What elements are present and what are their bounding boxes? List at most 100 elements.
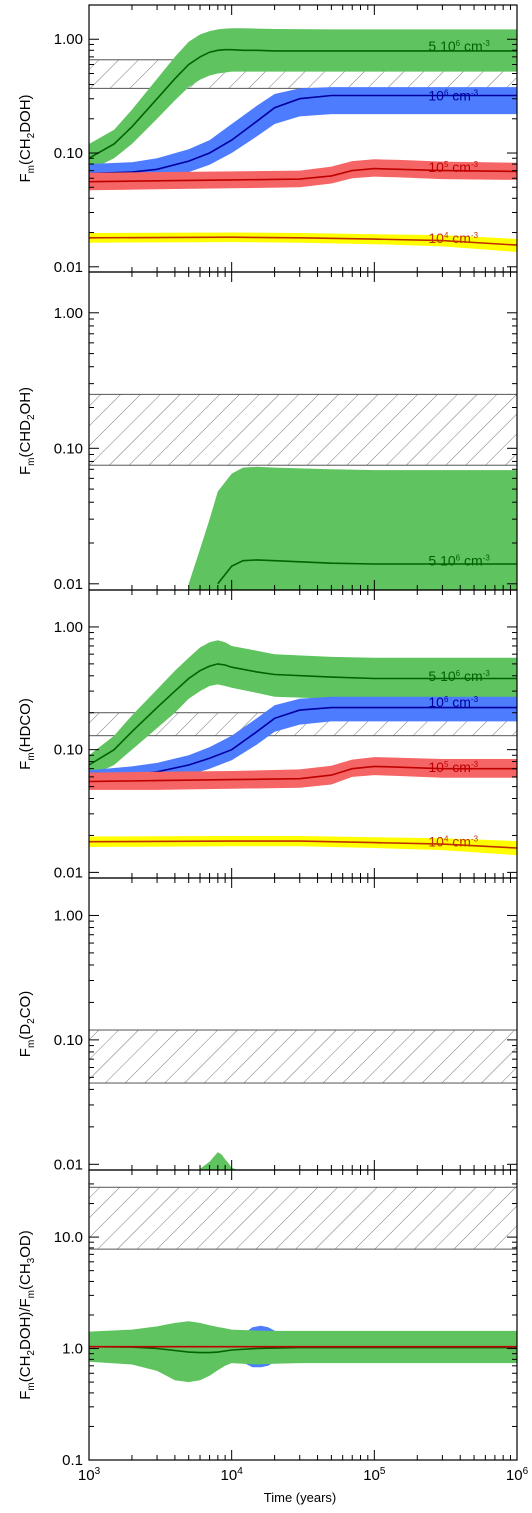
- text-part: 10: [428, 834, 444, 850]
- text-part: -3: [471, 835, 479, 844]
- y-axis-label: Fm(CHD2OH): [17, 387, 37, 475]
- text-part: m: [26, 1382, 37, 1390]
- text-part: (CH: [17, 1263, 34, 1290]
- y-axis-label: Fm(HDCO): [17, 698, 37, 770]
- observed-range-box: [88, 393, 518, 466]
- text-part: 10: [428, 230, 444, 246]
- text-part: 4: [444, 835, 449, 844]
- y-tick-label: 0.01: [54, 1156, 83, 1173]
- text-part: m: [26, 752, 37, 760]
- text-part: 6: [456, 39, 461, 48]
- text-part: -3: [471, 760, 479, 769]
- line-n1e6: [89, 94, 517, 175]
- text-part: (D: [17, 1024, 34, 1040]
- series-label-n1e4: 104 cm-3: [428, 230, 478, 246]
- line-n1e5: [89, 765, 517, 783]
- text-part: 5 10: [428, 38, 455, 54]
- text-part: 10: [428, 759, 444, 775]
- text-part: 4: [444, 231, 449, 240]
- text-part: 2: [26, 1018, 37, 1024]
- y-tick-label: 0.10: [54, 1032, 83, 1049]
- x-tick-base: 10: [221, 1467, 238, 1484]
- panel-4: 0.01 0.10 1.00 Fm(D2CO): [17, 877, 518, 1173]
- observed-range-box: [88, 1029, 518, 1084]
- line-n5e6: [89, 663, 517, 766]
- text-part: 2: [26, 132, 37, 138]
- series-label-n1e6: 106 cm-3: [428, 88, 478, 104]
- text-part: -3: [471, 231, 479, 240]
- text-part: CO): [17, 991, 34, 1019]
- line-n5e6: [89, 1345, 517, 1354]
- text-part: F: [17, 761, 34, 770]
- band-n5e6: [89, 28, 517, 171]
- text-part: 6: [444, 695, 449, 704]
- y-tick-label: 1.00: [54, 31, 83, 48]
- text-part: 6: [444, 89, 449, 98]
- text-part: 10: [428, 88, 444, 104]
- series-group: [89, 1321, 517, 1383]
- text-part: cm: [460, 553, 483, 569]
- text-part: cm: [448, 759, 471, 775]
- panel-frame: [88, 877, 518, 1171]
- text-part: cm: [448, 834, 471, 850]
- line-n5e6: [217, 559, 517, 585]
- line-n1e5: [89, 167, 517, 183]
- text-part: cm: [460, 668, 483, 684]
- text-part: m: [26, 1040, 37, 1048]
- text-part: 10: [428, 159, 444, 175]
- x-tick-exponent: 3: [95, 1466, 101, 1477]
- band-n1e5: [89, 159, 517, 191]
- series-label-n1e4: 104 cm-3: [428, 834, 478, 850]
- series-group: [89, 640, 517, 856]
- x-tick-label: 105: [363, 1466, 386, 1484]
- x-tick-exponent: 5: [380, 1466, 386, 1477]
- text-part: DOH): [17, 94, 34, 132]
- text-part: 3: [26, 1257, 37, 1263]
- x-axis-label: Time (years): [264, 1490, 336, 1505]
- y-tick-label: 0.01: [54, 576, 83, 593]
- series-label-n1e5: 105 cm-3: [428, 159, 478, 175]
- text-part: OD): [17, 1230, 34, 1258]
- x-tick-base: 10: [363, 1467, 380, 1484]
- text-part: -3: [471, 160, 479, 169]
- text-part: (CH: [17, 1356, 34, 1383]
- text-part: cm: [448, 159, 471, 175]
- y-tick-label: 1.00: [54, 619, 83, 636]
- text-part: 5 10: [428, 553, 455, 569]
- series-label-n1e5: 105 cm-3: [428, 759, 478, 775]
- panel-5: 0.11.010.0Fm(CH2DOH)/Fm(CH3OD)103 104 105 1…: [17, 1169, 529, 1484]
- text-part: m: [26, 458, 37, 466]
- text-part: m: [26, 1290, 37, 1298]
- text-part: F: [17, 1048, 34, 1057]
- x-tick-label: 106: [506, 1466, 529, 1484]
- x-tick-base: 10: [78, 1467, 95, 1484]
- text-part: (CHD: [17, 420, 34, 458]
- series-label-n1e6: 106 cm-3: [428, 694, 478, 710]
- text-part: cm: [460, 38, 483, 54]
- series-label-n5e6: 5 106 cm-3: [428, 668, 490, 684]
- panel-2: 5 106 cm-3 0.01 0.10 1.00 Fm(CHD2OH): [17, 271, 518, 593]
- text-part: DOH)/F: [17, 1298, 34, 1350]
- x-tick-exponent: 6: [523, 1466, 529, 1477]
- text-part: 5: [444, 160, 449, 169]
- x-tick-label: 103: [78, 1466, 101, 1484]
- text-part: cm: [448, 694, 471, 710]
- band-n1e6: [89, 696, 517, 787]
- band-n5e6: [188, 466, 517, 590]
- y-tick-label: 10.0: [54, 1229, 83, 1246]
- series-group: [89, 28, 517, 252]
- text-part: 2: [26, 1350, 37, 1356]
- text-part: 5 10: [428, 668, 455, 684]
- text-part: 6: [456, 669, 461, 678]
- text-part: F: [17, 1391, 34, 1400]
- y-axis-label: Fm(CH2DOH)/Fm(CH3OD): [17, 1230, 37, 1400]
- y-tick-label: 1.00: [54, 305, 83, 322]
- y-tick-label: 0.10: [54, 440, 83, 457]
- y-tick-label: 0.10: [54, 742, 83, 759]
- line-n5e6: [89, 48, 517, 159]
- y-axis-label: Fm(CH2DOH): [17, 94, 37, 182]
- text-part: 10: [428, 694, 444, 710]
